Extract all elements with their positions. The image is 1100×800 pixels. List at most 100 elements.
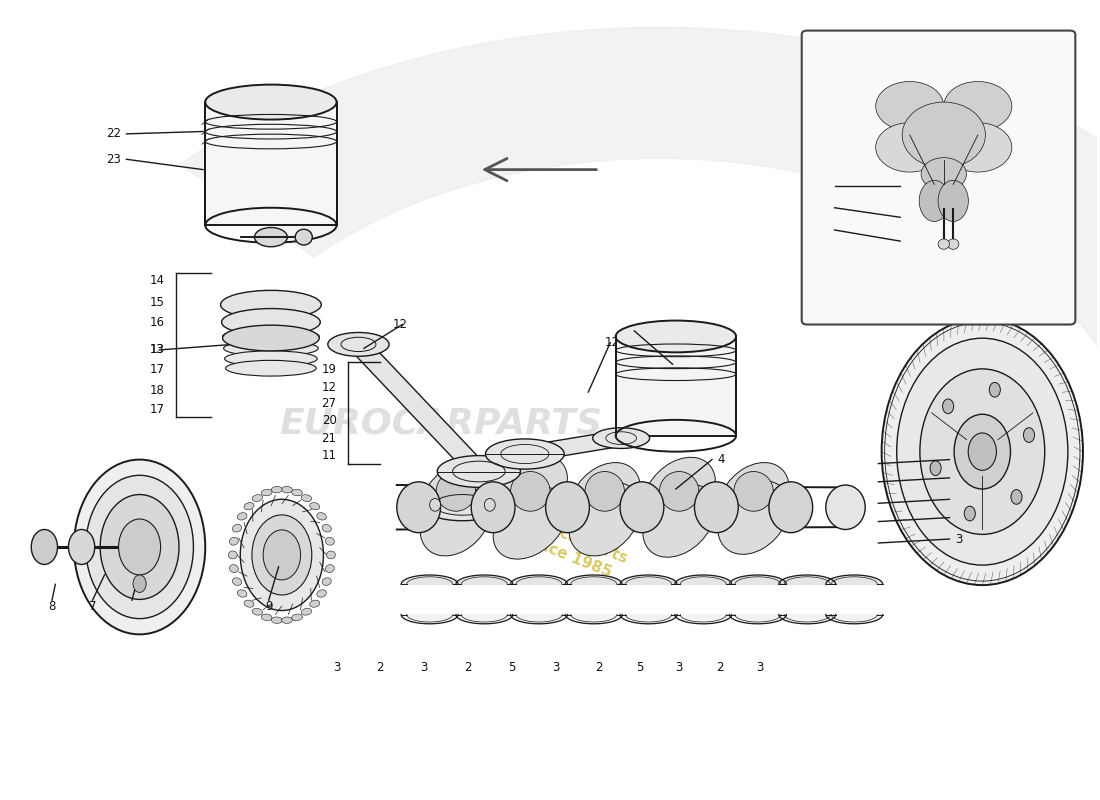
Ellipse shape bbox=[263, 530, 300, 580]
Text: 23: 23 bbox=[106, 153, 121, 166]
Text: 5: 5 bbox=[508, 662, 516, 674]
Text: 2: 2 bbox=[955, 511, 962, 524]
Ellipse shape bbox=[310, 600, 320, 607]
Polygon shape bbox=[729, 575, 786, 584]
Ellipse shape bbox=[74, 459, 206, 634]
Ellipse shape bbox=[254, 227, 287, 246]
Ellipse shape bbox=[569, 482, 640, 556]
Text: 3: 3 bbox=[420, 662, 428, 674]
Ellipse shape bbox=[920, 180, 949, 222]
Polygon shape bbox=[616, 337, 736, 436]
Ellipse shape bbox=[471, 482, 515, 533]
Text: 3: 3 bbox=[552, 662, 559, 674]
Text: 3: 3 bbox=[333, 662, 340, 674]
Ellipse shape bbox=[944, 82, 1012, 131]
Ellipse shape bbox=[232, 578, 242, 586]
Ellipse shape bbox=[282, 486, 293, 493]
Polygon shape bbox=[826, 614, 882, 624]
Text: 19: 19 bbox=[321, 363, 337, 376]
Polygon shape bbox=[206, 102, 337, 226]
Ellipse shape bbox=[989, 382, 1000, 397]
Text: 13: 13 bbox=[150, 343, 165, 357]
Ellipse shape bbox=[322, 578, 331, 586]
Ellipse shape bbox=[222, 329, 319, 344]
Ellipse shape bbox=[295, 230, 312, 245]
Polygon shape bbox=[729, 614, 786, 624]
Text: 17: 17 bbox=[150, 403, 165, 416]
Ellipse shape bbox=[616, 321, 736, 352]
Ellipse shape bbox=[438, 456, 520, 487]
Ellipse shape bbox=[292, 614, 302, 621]
Ellipse shape bbox=[252, 608, 263, 615]
Polygon shape bbox=[402, 575, 458, 584]
Ellipse shape bbox=[437, 471, 475, 511]
Text: 2: 2 bbox=[376, 662, 384, 674]
Polygon shape bbox=[565, 614, 623, 624]
Ellipse shape bbox=[397, 482, 441, 533]
Text: 9: 9 bbox=[265, 600, 273, 613]
Text: 29: 29 bbox=[955, 471, 970, 484]
Text: 3: 3 bbox=[955, 533, 962, 546]
Ellipse shape bbox=[292, 490, 302, 496]
Text: 17: 17 bbox=[150, 363, 165, 376]
Ellipse shape bbox=[593, 428, 650, 449]
Text: 4: 4 bbox=[717, 453, 725, 466]
Text: 14: 14 bbox=[150, 274, 165, 287]
Text: 8: 8 bbox=[48, 600, 56, 613]
Polygon shape bbox=[674, 614, 732, 624]
Ellipse shape bbox=[133, 575, 146, 593]
Ellipse shape bbox=[262, 614, 272, 621]
Polygon shape bbox=[510, 614, 568, 624]
Ellipse shape bbox=[938, 180, 968, 222]
Ellipse shape bbox=[881, 318, 1084, 585]
Ellipse shape bbox=[328, 333, 389, 356]
Ellipse shape bbox=[493, 455, 568, 527]
Ellipse shape bbox=[826, 485, 866, 530]
Ellipse shape bbox=[944, 122, 1012, 172]
Ellipse shape bbox=[921, 158, 967, 190]
Ellipse shape bbox=[252, 515, 311, 595]
Ellipse shape bbox=[659, 471, 698, 511]
Ellipse shape bbox=[226, 360, 316, 376]
Ellipse shape bbox=[694, 482, 738, 533]
Ellipse shape bbox=[902, 102, 986, 168]
Text: 12: 12 bbox=[321, 381, 337, 394]
Polygon shape bbox=[826, 575, 882, 584]
Ellipse shape bbox=[221, 297, 321, 313]
Ellipse shape bbox=[938, 239, 949, 250]
Ellipse shape bbox=[262, 490, 272, 496]
Text: 3: 3 bbox=[675, 662, 683, 674]
Polygon shape bbox=[455, 575, 513, 584]
Polygon shape bbox=[522, 430, 624, 462]
Ellipse shape bbox=[68, 530, 95, 565]
Ellipse shape bbox=[240, 499, 323, 610]
Ellipse shape bbox=[223, 341, 318, 356]
FancyBboxPatch shape bbox=[802, 30, 1076, 325]
Ellipse shape bbox=[493, 487, 568, 559]
Ellipse shape bbox=[947, 239, 959, 250]
Text: 7: 7 bbox=[89, 600, 97, 613]
Text: 2: 2 bbox=[464, 662, 472, 674]
Ellipse shape bbox=[876, 82, 944, 131]
Ellipse shape bbox=[484, 498, 495, 511]
Ellipse shape bbox=[965, 506, 976, 521]
Text: 3: 3 bbox=[757, 662, 763, 674]
Ellipse shape bbox=[224, 351, 317, 366]
Ellipse shape bbox=[229, 551, 238, 559]
Text: 2: 2 bbox=[716, 662, 724, 674]
Ellipse shape bbox=[326, 538, 334, 545]
Ellipse shape bbox=[272, 617, 282, 623]
Ellipse shape bbox=[569, 462, 640, 536]
Polygon shape bbox=[620, 614, 676, 624]
Text: autocarparts
since 1985: autocarparts since 1985 bbox=[514, 510, 629, 583]
Ellipse shape bbox=[206, 85, 337, 119]
Ellipse shape bbox=[326, 565, 334, 573]
Ellipse shape bbox=[620, 482, 663, 533]
Ellipse shape bbox=[718, 462, 790, 536]
Text: 21: 21 bbox=[321, 432, 337, 445]
Ellipse shape bbox=[1023, 428, 1034, 442]
Text: 5: 5 bbox=[636, 662, 644, 674]
Text: 11: 11 bbox=[321, 449, 337, 462]
Ellipse shape bbox=[546, 482, 590, 533]
Ellipse shape bbox=[485, 439, 564, 469]
